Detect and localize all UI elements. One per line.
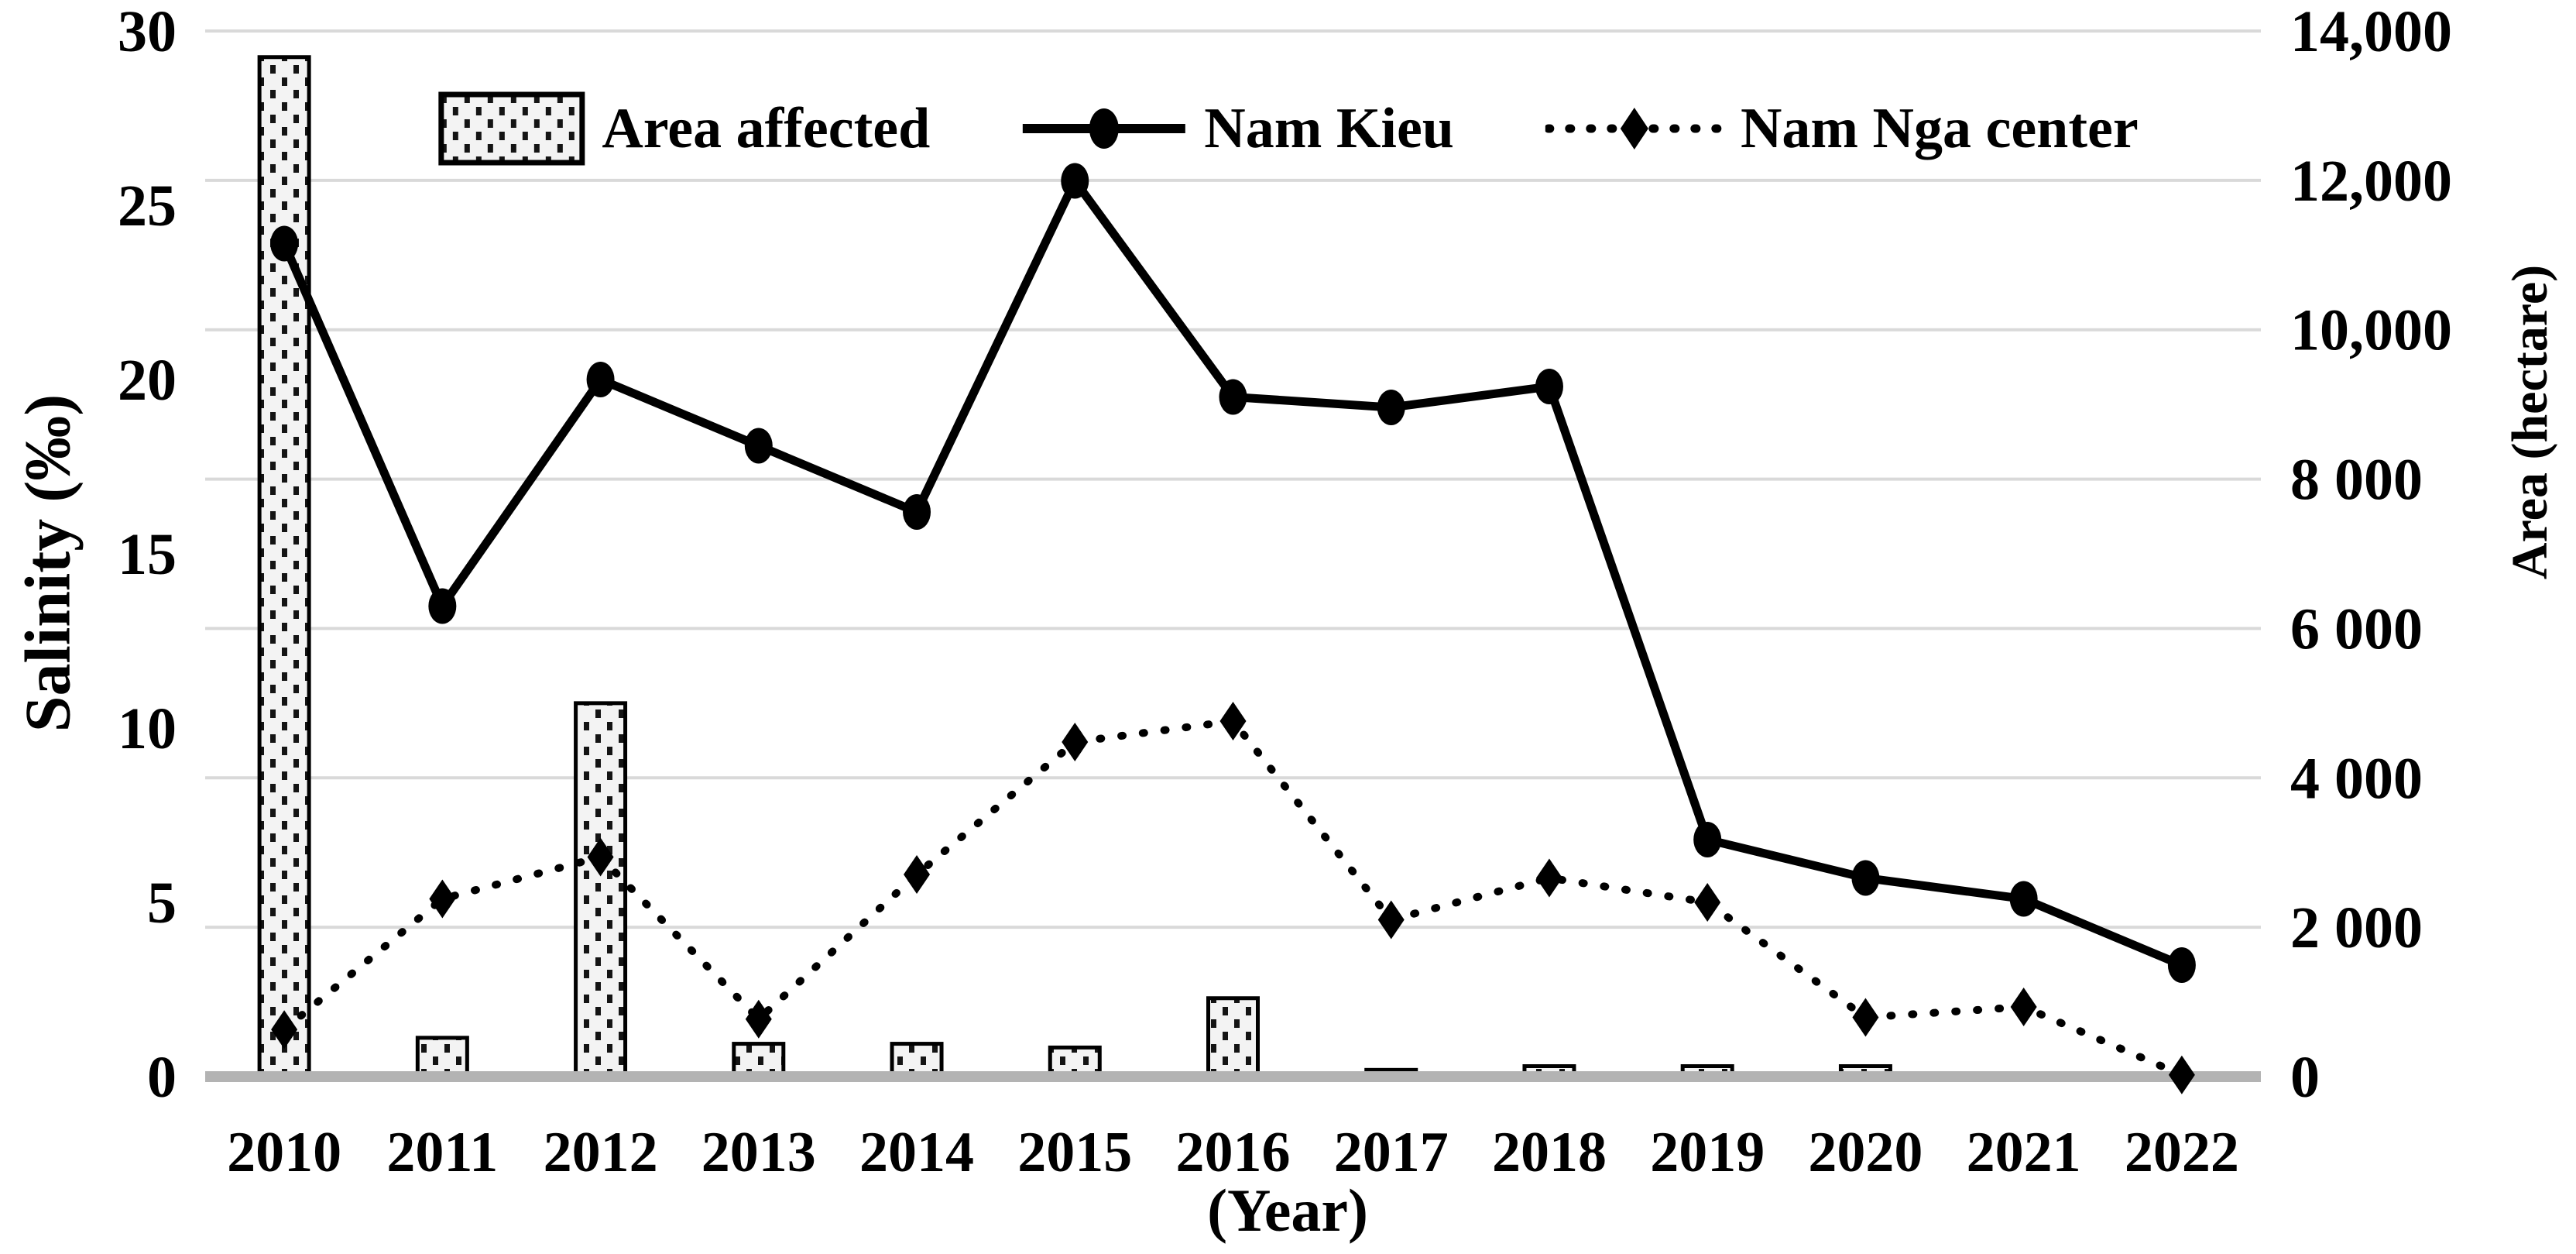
y-axis-tick-left: 10: [118, 696, 177, 761]
marker-circle-2014: [903, 494, 931, 530]
y-axis-tick-left: 15: [118, 522, 177, 587]
x-axis-tick: 2022: [2125, 1121, 2239, 1184]
y-axis-tick-right: 4 000: [2290, 746, 2423, 811]
y-axis-tick-left: 30: [118, 0, 177, 64]
y-axis-tick-right: 8 000: [2290, 448, 2423, 513]
line-nam-kieu: [280, 172, 2184, 970]
marker-circle-2011: [428, 588, 457, 624]
x-axis-title: (Year): [1207, 1177, 1368, 1244]
marker-circle-2020: [1851, 860, 1880, 896]
legend-label: Nam Kieu: [1204, 97, 1454, 160]
y-axis-tick-left: 5: [147, 871, 177, 936]
marker-diamond-2017: [1377, 900, 1405, 940]
marker-diamond-2016: [1219, 702, 1247, 740]
dotted-line-diamond-swatch-icon: [1545, 108, 1724, 149]
y-axis-tick-right: 14,000: [2290, 0, 2452, 64]
marker-circle-2019: [1693, 822, 1722, 857]
x-axis-tick: 2015: [1017, 1121, 1132, 1184]
x-axis-tick: 2021: [1967, 1121, 2081, 1184]
marker-diamond-2020: [1852, 998, 1879, 1037]
y-axis-tick-left: 20: [118, 348, 177, 413]
x-axis-tick: 2020: [1808, 1121, 1923, 1184]
legend-label: Area affected: [602, 97, 931, 160]
marker-circle-2015: [1061, 163, 1089, 199]
marker-diamond-2010: [271, 1010, 298, 1050]
marker-diamond-2015: [1062, 723, 1089, 761]
marker-circle-2021: [2009, 881, 2038, 917]
legend-item-nam-nga-center: Nam Nga center: [1545, 91, 2139, 166]
marker-diamond-2021: [2010, 988, 2037, 1026]
y-axis-tick-right: 2 000: [2290, 895, 2423, 960]
marker-diamond-2011: [429, 879, 456, 919]
marker-circle-2012: [586, 362, 615, 397]
marker-circle-2017: [1377, 390, 1405, 425]
x-axis-tick: 2014: [859, 1121, 974, 1184]
marker-circle-2018: [1535, 369, 1563, 404]
marker-circle-2022: [2167, 947, 2196, 983]
y-axis-tick-left: 0: [147, 1045, 177, 1110]
solid-line-circle-swatch-icon: [1023, 108, 1186, 149]
bar-2016: [1206, 996, 1260, 1082]
y-axis-tick-right: 10,000: [2290, 298, 2452, 363]
marker-circle-2013: [744, 428, 773, 464]
bar-2010: [257, 55, 311, 1082]
y-axis-tick-right: 0: [2290, 1045, 2320, 1110]
marker-diamond-2022: [2168, 1055, 2195, 1094]
chart-legend: Area affected Nam Kieu Nam Nga center: [437, 91, 2139, 166]
marker-diamond-2012: [587, 837, 614, 877]
y-axis-tick-right: 12,000: [2290, 149, 2452, 214]
x-axis-tick: 2012: [544, 1121, 658, 1184]
marker-diamond-2014: [904, 855, 931, 894]
marker-diamond-2019: [1694, 883, 1721, 922]
x-axis-tick: 2010: [227, 1121, 341, 1184]
marker-circle-2010: [270, 225, 299, 262]
x-axis-tick: 2017: [1334, 1121, 1449, 1184]
legend-item-area-affected: Area affected: [437, 91, 930, 166]
y-axis-title-right: Area (hectare): [2502, 264, 2558, 580]
bar-2012: [574, 701, 628, 1082]
legend-label: Nam Nga center: [1740, 97, 2139, 160]
y-axis-tick-left: 25: [118, 173, 177, 239]
x-axis-tick: 2016: [1176, 1121, 1291, 1184]
marker-circle-2016: [1219, 379, 1247, 415]
dotted-bar-swatch-icon: [437, 91, 585, 166]
y-axis-title-left: Salinity (‰): [12, 393, 84, 733]
x-axis-tick: 2011: [386, 1121, 498, 1184]
legend-item-nam-kieu: Nam Kieu: [1021, 91, 1454, 166]
x-axis-tick: 2018: [1492, 1121, 1607, 1184]
marker-diamond-2018: [1535, 858, 1562, 898]
marker-diamond-2013: [745, 999, 772, 1039]
x-axis-tick: 2019: [1650, 1121, 1765, 1184]
x-axis-tick: 2013: [701, 1121, 816, 1184]
y-axis-tick-right: 6 000: [2290, 596, 2423, 661]
